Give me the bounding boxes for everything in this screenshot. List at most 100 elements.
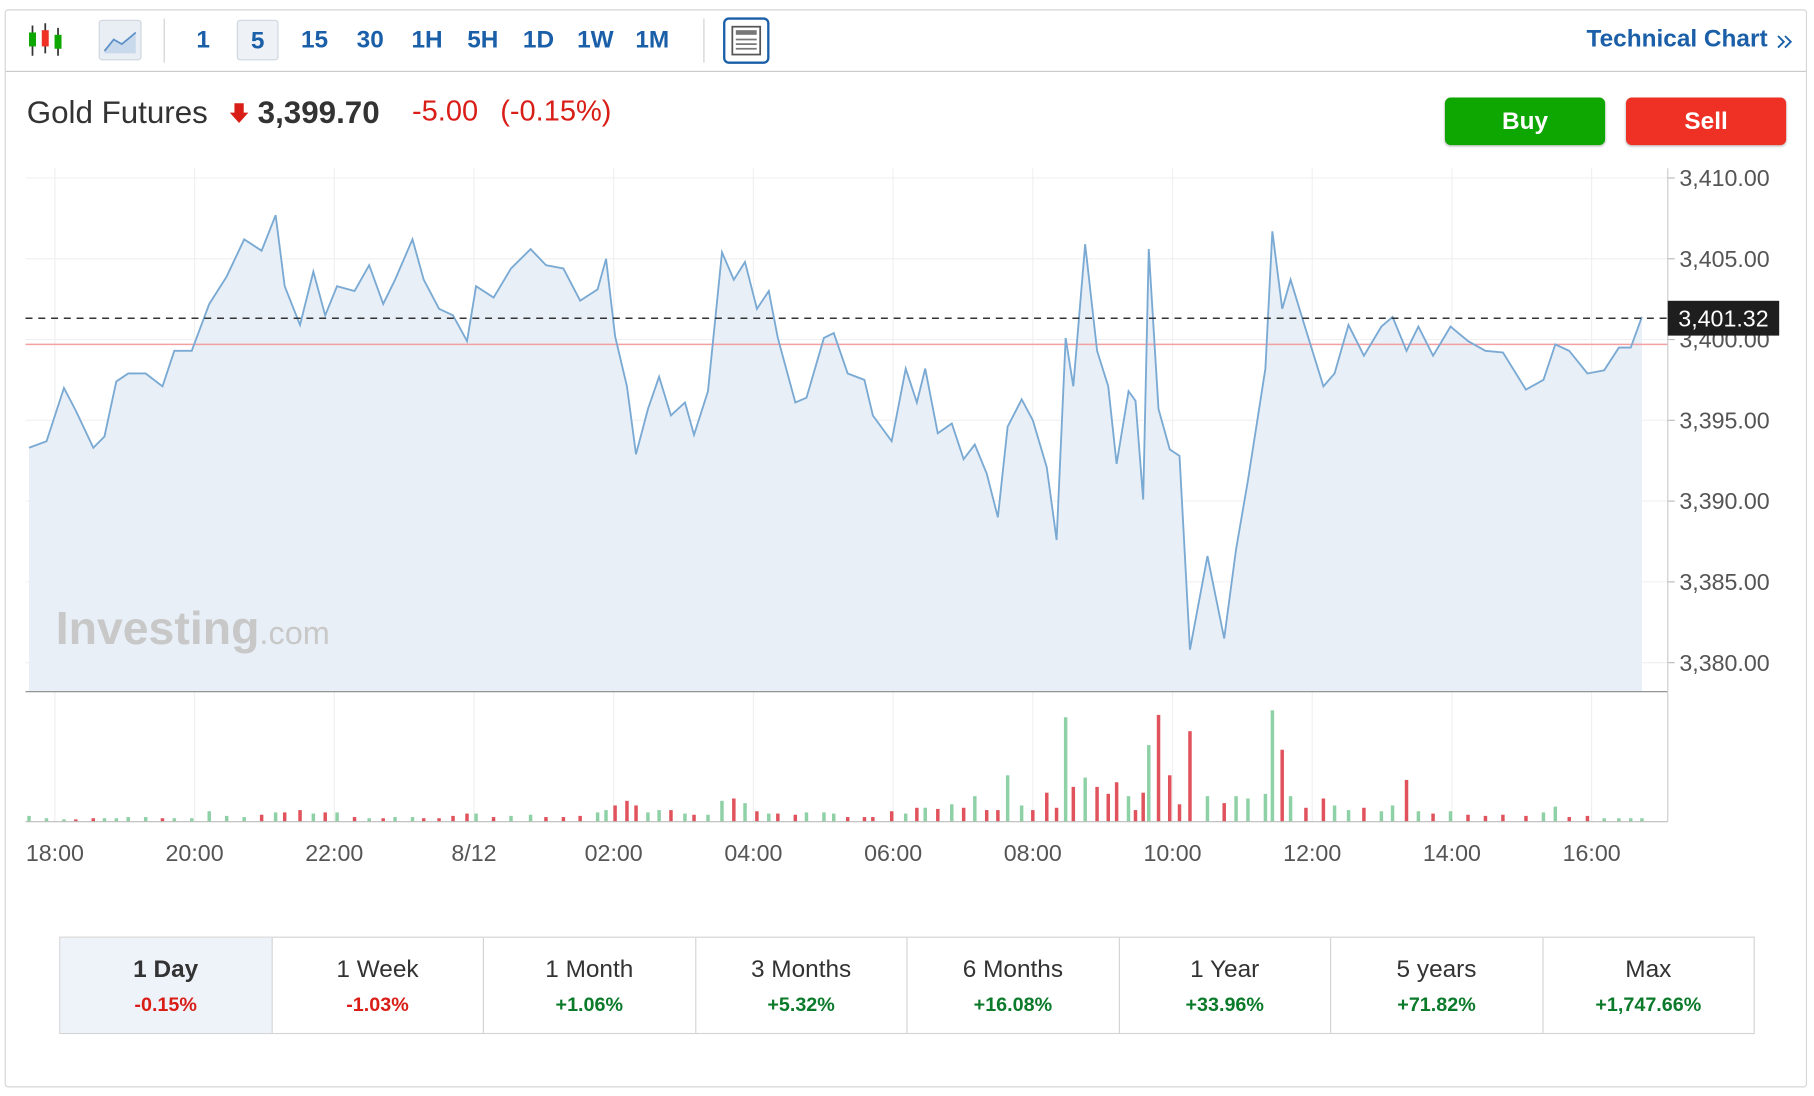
volume-bar <box>1524 815 1528 822</box>
interval-button[interactable]: 1M <box>635 26 670 54</box>
volume-bar <box>1567 817 1572 822</box>
volume-bar <box>1205 796 1210 822</box>
volume-bar <box>732 798 736 822</box>
volume-bar <box>1114 782 1119 822</box>
volume-bar <box>831 813 836 822</box>
volume-bar <box>822 812 826 822</box>
volume-bar <box>259 814 264 822</box>
volume-bar <box>1321 798 1326 822</box>
buy-button[interactable]: Buy <box>1444 97 1606 146</box>
y-tick-label: 3,385.00 <box>1679 569 1769 595</box>
volume-bar <box>74 819 78 822</box>
layout-icon[interactable] <box>723 17 770 64</box>
interval-button[interactable]: 1 <box>196 26 210 54</box>
volume-bar <box>1280 749 1284 822</box>
interval-button[interactable]: 1W <box>577 26 614 54</box>
interval-button[interactable]: 1H <box>411 26 443 54</box>
volume-bar <box>352 817 357 822</box>
x-tick-label: 16:00 <box>1563 840 1621 866</box>
volume-bar <box>44 818 49 822</box>
volume-bar <box>1167 775 1172 822</box>
volume-bar <box>1431 813 1435 822</box>
period-label: 6 Months <box>962 956 1064 984</box>
volume-bar <box>335 812 339 822</box>
volume-bar <box>298 810 302 822</box>
volume-bar <box>491 817 496 822</box>
technical-chart-link[interactable]: Technical Chart <box>1586 25 1768 53</box>
x-tick-label: 10:00 <box>1143 840 1201 866</box>
period-tab[interactable]: 6 Months +16.08% <box>906 937 1118 1033</box>
volume-bar <box>91 818 96 822</box>
separator <box>163 18 165 63</box>
volume-bar <box>1585 815 1590 822</box>
volume-bar <box>102 818 107 822</box>
interval-button[interactable]: 5H <box>467 26 499 54</box>
y-tick-label: 3,395.00 <box>1679 407 1769 433</box>
period-tab[interactable]: 5 years +71.82% <box>1330 937 1542 1033</box>
period-change: +1.06% <box>555 993 624 1016</box>
sell-button[interactable]: Sell <box>1625 97 1787 146</box>
volume-bar <box>634 805 638 822</box>
volume-bar <box>1063 717 1068 822</box>
x-tick-label: 08:00 <box>1004 840 1062 866</box>
volume-bar <box>561 817 566 822</box>
period-tab[interactable]: Max +1,747.66% <box>1541 937 1754 1033</box>
volume-bar <box>903 813 908 822</box>
volume-bar <box>915 807 919 822</box>
volume-bar <box>282 812 287 822</box>
interval-button[interactable]: 30 <box>356 26 384 54</box>
period-tab[interactable]: 1 Day -0.15% <box>60 937 271 1033</box>
volume-bar <box>793 814 798 822</box>
period-label: 1 Month <box>545 956 634 984</box>
volume-bar <box>1640 818 1644 822</box>
volume-bar <box>474 813 478 822</box>
volume-bar <box>528 814 533 822</box>
volume-bar <box>1083 777 1087 822</box>
period-tab[interactable]: 1 Month +1.06% <box>482 937 695 1033</box>
volume-bar <box>451 815 455 822</box>
volume-bar <box>1553 806 1558 822</box>
toolbar-border <box>5 70 1806 72</box>
volume-bar <box>804 812 809 822</box>
interval-button[interactable]: 15 <box>300 26 329 54</box>
volume-bar <box>509 815 513 822</box>
volume-bar <box>242 817 246 822</box>
volume-bar <box>669 810 673 822</box>
y-tick-label: 3,390.00 <box>1679 488 1769 514</box>
x-tick-label: 04:00 <box>724 840 782 866</box>
volume-bar <box>1346 810 1351 822</box>
watermark: Investing.com <box>56 602 330 654</box>
period-tab[interactable]: 1 Year +33.96% <box>1118 937 1330 1033</box>
volume-bar <box>1541 812 1546 822</box>
volume-bar <box>871 817 875 822</box>
interval-button[interactable]: 1D <box>522 26 555 54</box>
volume-bar <box>393 817 397 822</box>
period-tab[interactable]: 1 Week -1.03% <box>270 937 483 1033</box>
volume-bar <box>1390 805 1395 822</box>
volume-bar <box>646 812 650 822</box>
volume-bar <box>1304 807 1308 822</box>
volume-bar <box>1602 818 1606 822</box>
period-change: +5.32% <box>767 993 835 1016</box>
y-tick-label: 3,380.00 <box>1679 650 1769 676</box>
line-chart-icon[interactable] <box>98 19 142 61</box>
volume-bar <box>1031 810 1035 822</box>
volume-bar <box>1404 779 1409 822</box>
chevron-icon <box>1777 35 1793 49</box>
volume-bar <box>311 813 316 822</box>
period-label: Max <box>1625 956 1672 984</box>
period-tab[interactable]: 3 Months +5.32% <box>694 937 907 1033</box>
interval-button[interactable]: 5 <box>236 19 279 61</box>
volume-bar <box>578 815 582 822</box>
y-tick-label: 3,405.00 <box>1679 246 1769 272</box>
period-label: 3 Months <box>750 956 852 984</box>
volume-bar <box>1246 798 1250 822</box>
volume-bar <box>1379 811 1384 822</box>
volume-bar <box>381 818 385 822</box>
x-tick-label: 20:00 <box>166 840 224 866</box>
candlestick-icon[interactable] <box>26 21 65 60</box>
watermark-suffix: .com <box>259 615 329 651</box>
volume-bar <box>1416 811 1421 822</box>
period-label: 5 years <box>1396 956 1477 984</box>
volume-bar <box>1156 714 1161 822</box>
